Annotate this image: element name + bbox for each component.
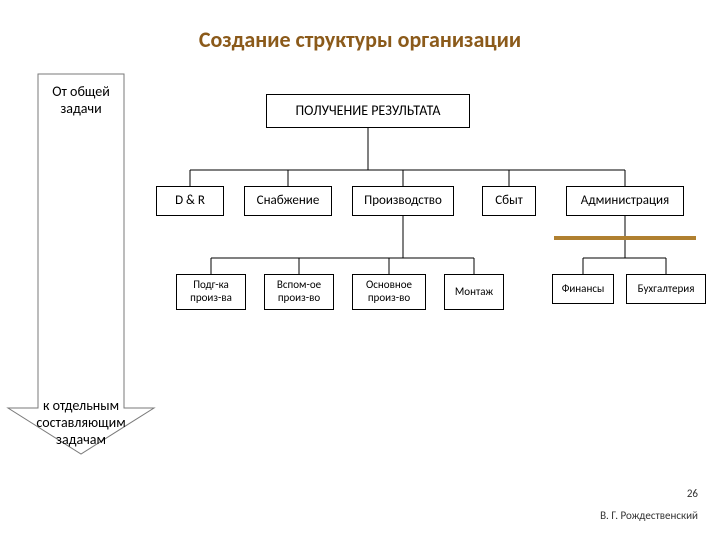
node-admin: Администрация bbox=[566, 186, 684, 216]
node-sbyt: Сбыт bbox=[482, 186, 536, 216]
arrow-top-label: От общей задачи bbox=[40, 84, 122, 118]
page-number: 26 bbox=[687, 487, 698, 500]
arrow-bottom-label: к отдельным составляющим задачам bbox=[14, 398, 148, 448]
admin-accent-line bbox=[554, 236, 696, 240]
node-proiz: Производство bbox=[352, 186, 454, 216]
node-mont: Монтаж bbox=[444, 274, 504, 310]
node-snab: Снабжение bbox=[244, 186, 332, 216]
node-fin: Финансы bbox=[552, 274, 614, 304]
node-bukh: Бухгалтерия bbox=[626, 274, 706, 304]
footer-author: В. Г. Рождественский bbox=[600, 509, 698, 522]
node-podg: Подг-ка произ-ва bbox=[176, 274, 246, 310]
connector-lines bbox=[0, 0, 720, 540]
node-root: ПОЛУЧЕНИЕ РЕЗУЛЬТАТА bbox=[266, 94, 470, 128]
page-title: Создание структуры организации bbox=[0, 26, 720, 53]
node-osno: Основное произ-во bbox=[352, 274, 426, 310]
node-vspo: Вспом-ое произ-во bbox=[264, 274, 334, 310]
node-dr: D & R bbox=[156, 186, 224, 216]
